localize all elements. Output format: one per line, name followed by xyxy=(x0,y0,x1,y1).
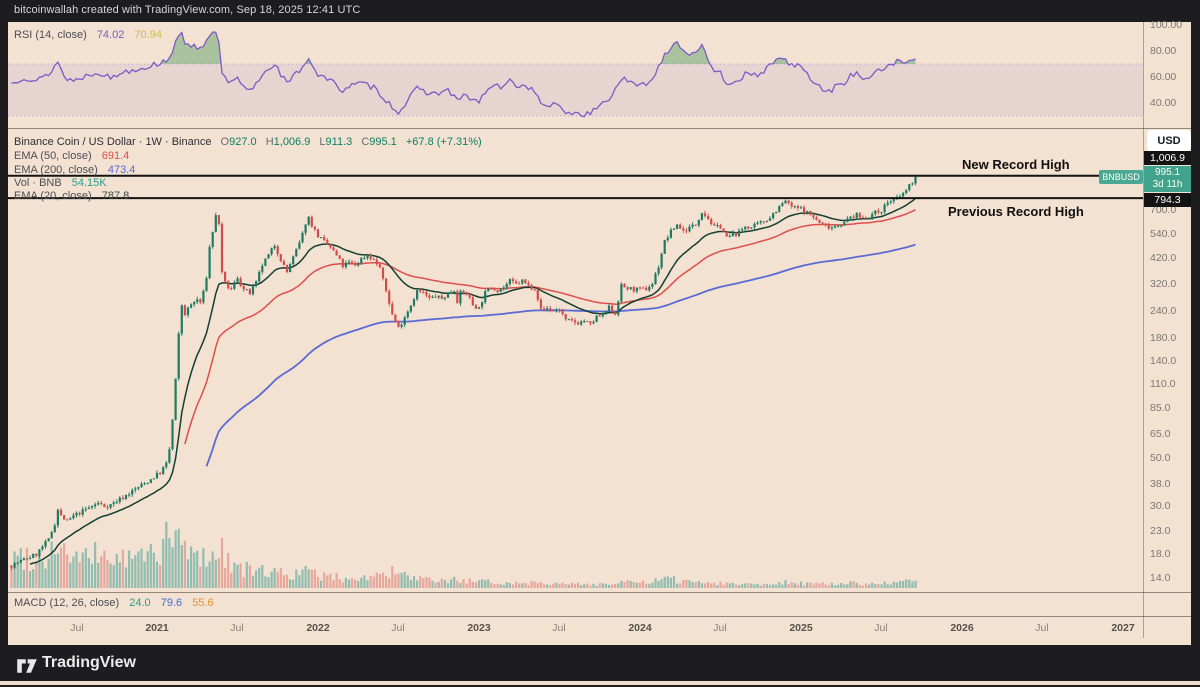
price-tick-label: 65.0 xyxy=(1150,428,1171,440)
current-price-value: 995.1 xyxy=(1154,167,1181,178)
price-tick-label: 540.0 xyxy=(1150,228,1177,240)
volume-legend[interactable]: Vol · BNB 54.15K xyxy=(14,177,107,189)
rsi-tick-label: 80.00 xyxy=(1150,45,1177,57)
macd-hist-value: 24.0 xyxy=(129,597,151,609)
ema20-value: 787.8 xyxy=(101,190,130,202)
prev-high-price-tag: 794.3 xyxy=(1144,193,1191,207)
ema50-legend[interactable]: EMA (50, close) 691.4 xyxy=(14,150,129,162)
time-axis-label: 2023 xyxy=(467,622,491,634)
ema20-label: EMA (20, close) xyxy=(14,190,92,202)
main-macd-divider[interactable] xyxy=(8,592,1191,593)
price-tick-label: 85.0 xyxy=(1150,402,1171,414)
time-axis-label: Jul xyxy=(230,622,244,634)
price-tick-label: 18.0 xyxy=(1150,548,1171,560)
macd-label: MACD (12, 26, close) xyxy=(14,597,120,609)
tradingview-brand-text[interactable]: TradingView xyxy=(42,654,136,671)
time-axis-label: 2021 xyxy=(145,622,169,634)
macd-legend[interactable]: MACD (12, 26, close) 24.0 79.6 55.6 xyxy=(14,597,214,609)
current-price-tag: 995.1 3d 11h xyxy=(1144,166,1191,192)
macd-line-value: 79.6 xyxy=(160,597,183,609)
price-tick-label: 23.0 xyxy=(1150,525,1171,537)
volume-label: Vol · BNB xyxy=(14,177,62,189)
chart-plot-area[interactable] xyxy=(8,22,1143,645)
rsi-tick-label: 60.00 xyxy=(1150,71,1177,83)
symbol-line-tag[interactable]: BNBUSD xyxy=(1099,170,1143,184)
ema50-label: EMA (50, close) xyxy=(14,150,92,162)
open-value: 927.0 xyxy=(229,136,257,148)
volume-value: 54.15K xyxy=(71,177,107,189)
time-axis-label: 2027 xyxy=(1111,622,1135,634)
price-tick-label: 420.0 xyxy=(1150,252,1177,264)
low-label: L xyxy=(319,136,326,148)
open-label: O xyxy=(220,136,230,148)
time-axis-label: Jul xyxy=(391,622,405,634)
time-axis-label: Jul xyxy=(713,622,727,634)
bar-countdown: 3d 11h xyxy=(1152,179,1183,190)
footer-accent-strip xyxy=(0,681,1200,685)
tradingview-logo-icon[interactable] xyxy=(16,655,38,677)
price-tick-label: 38.0 xyxy=(1150,478,1171,490)
new-record-high-annotation: New Record High xyxy=(962,157,1070,172)
high-label: H xyxy=(265,136,274,148)
attribution-text: bitcoinwallah created with TradingView.c… xyxy=(14,4,361,16)
change-value: +67.8 (+7.31%) xyxy=(405,136,482,148)
price-tick-label: 320.0 xyxy=(1150,278,1177,290)
footer-bar: TradingView xyxy=(0,645,1200,687)
time-axis-label: Jul xyxy=(70,622,84,634)
symbol-title: Binance Coin / US Dollar · 1W · Binance xyxy=(14,136,212,148)
price-tick-label: 240.0 xyxy=(1150,305,1177,317)
time-axis-label: 2022 xyxy=(306,622,330,634)
time-axis-label: 2024 xyxy=(628,622,652,634)
high-price-tag: 1,006.9 xyxy=(1144,151,1191,165)
close-value: 995.1 xyxy=(369,136,397,148)
currency-toggle-button[interactable]: USD xyxy=(1147,130,1191,151)
price-scale[interactable]: 700.0 540.0 420.0 320.0 240.0 180.0 140.0 110.0… xyxy=(1144,19,1191,638)
close-label: C xyxy=(361,136,370,148)
attribution-bar: bitcoinwallah created with TradingView.c… xyxy=(0,0,1200,22)
high-value: 1,006.9 xyxy=(273,136,311,148)
price-tick-label: 30.0 xyxy=(1150,500,1171,512)
chart-background xyxy=(8,22,1191,645)
previous-record-high-annotation: Previous Record High xyxy=(948,204,1084,219)
ema200-value: 473.4 xyxy=(107,164,136,176)
time-axis-label: 2026 xyxy=(950,622,974,634)
macd-timeaxis-divider xyxy=(8,616,1191,617)
time-axis-label: Jul xyxy=(552,622,566,634)
rsi-value: 74.02 xyxy=(96,29,125,41)
price-scale-divider xyxy=(1143,22,1144,638)
time-scale[interactable]: Jul 2021 Jul 2022 Jul 2023 Jul 2024 Jul 2025 Jul 20… xyxy=(8,617,1143,640)
price-tick-label: 110.0 xyxy=(1150,378,1176,390)
symbol-legend[interactable]: Binance Coin / US Dollar · 1W · Binance … xyxy=(14,136,482,148)
rsi-tick-label: 40.00 xyxy=(1150,97,1177,109)
rsi-ma-value: 70.94 xyxy=(134,29,162,41)
rsi-legend-label: RSI (14, close) xyxy=(14,29,87,41)
price-tick-label: 700.0 xyxy=(1150,204,1177,216)
rsi-tick-label: 100.00 xyxy=(1150,19,1183,31)
low-value: 911.3 xyxy=(325,136,353,148)
rsi-main-divider[interactable] xyxy=(8,128,1191,129)
ema20-legend[interactable]: EMA (20, close) 787.8 xyxy=(14,190,129,202)
price-tick-label: 50.0 xyxy=(1150,452,1171,464)
price-tick-label: 140.0 xyxy=(1150,355,1177,367)
price-tick-label: 180.0 xyxy=(1150,332,1177,344)
macd-signal-value: 55.6 xyxy=(192,597,214,609)
ema200-legend[interactable]: EMA (200, close) 473.4 xyxy=(14,164,135,176)
price-tick-label: 14.0 xyxy=(1150,572,1171,584)
time-axis-label: Jul xyxy=(874,622,888,634)
time-axis-label: Jul xyxy=(1035,622,1049,634)
rsi-legend[interactable]: RSI (14, close) 74.02 70.94 xyxy=(14,29,162,41)
ema50-value: 691.4 xyxy=(101,150,130,162)
time-axis-label: 2025 xyxy=(789,622,813,634)
ema200-label: EMA (200, close) xyxy=(14,164,98,176)
